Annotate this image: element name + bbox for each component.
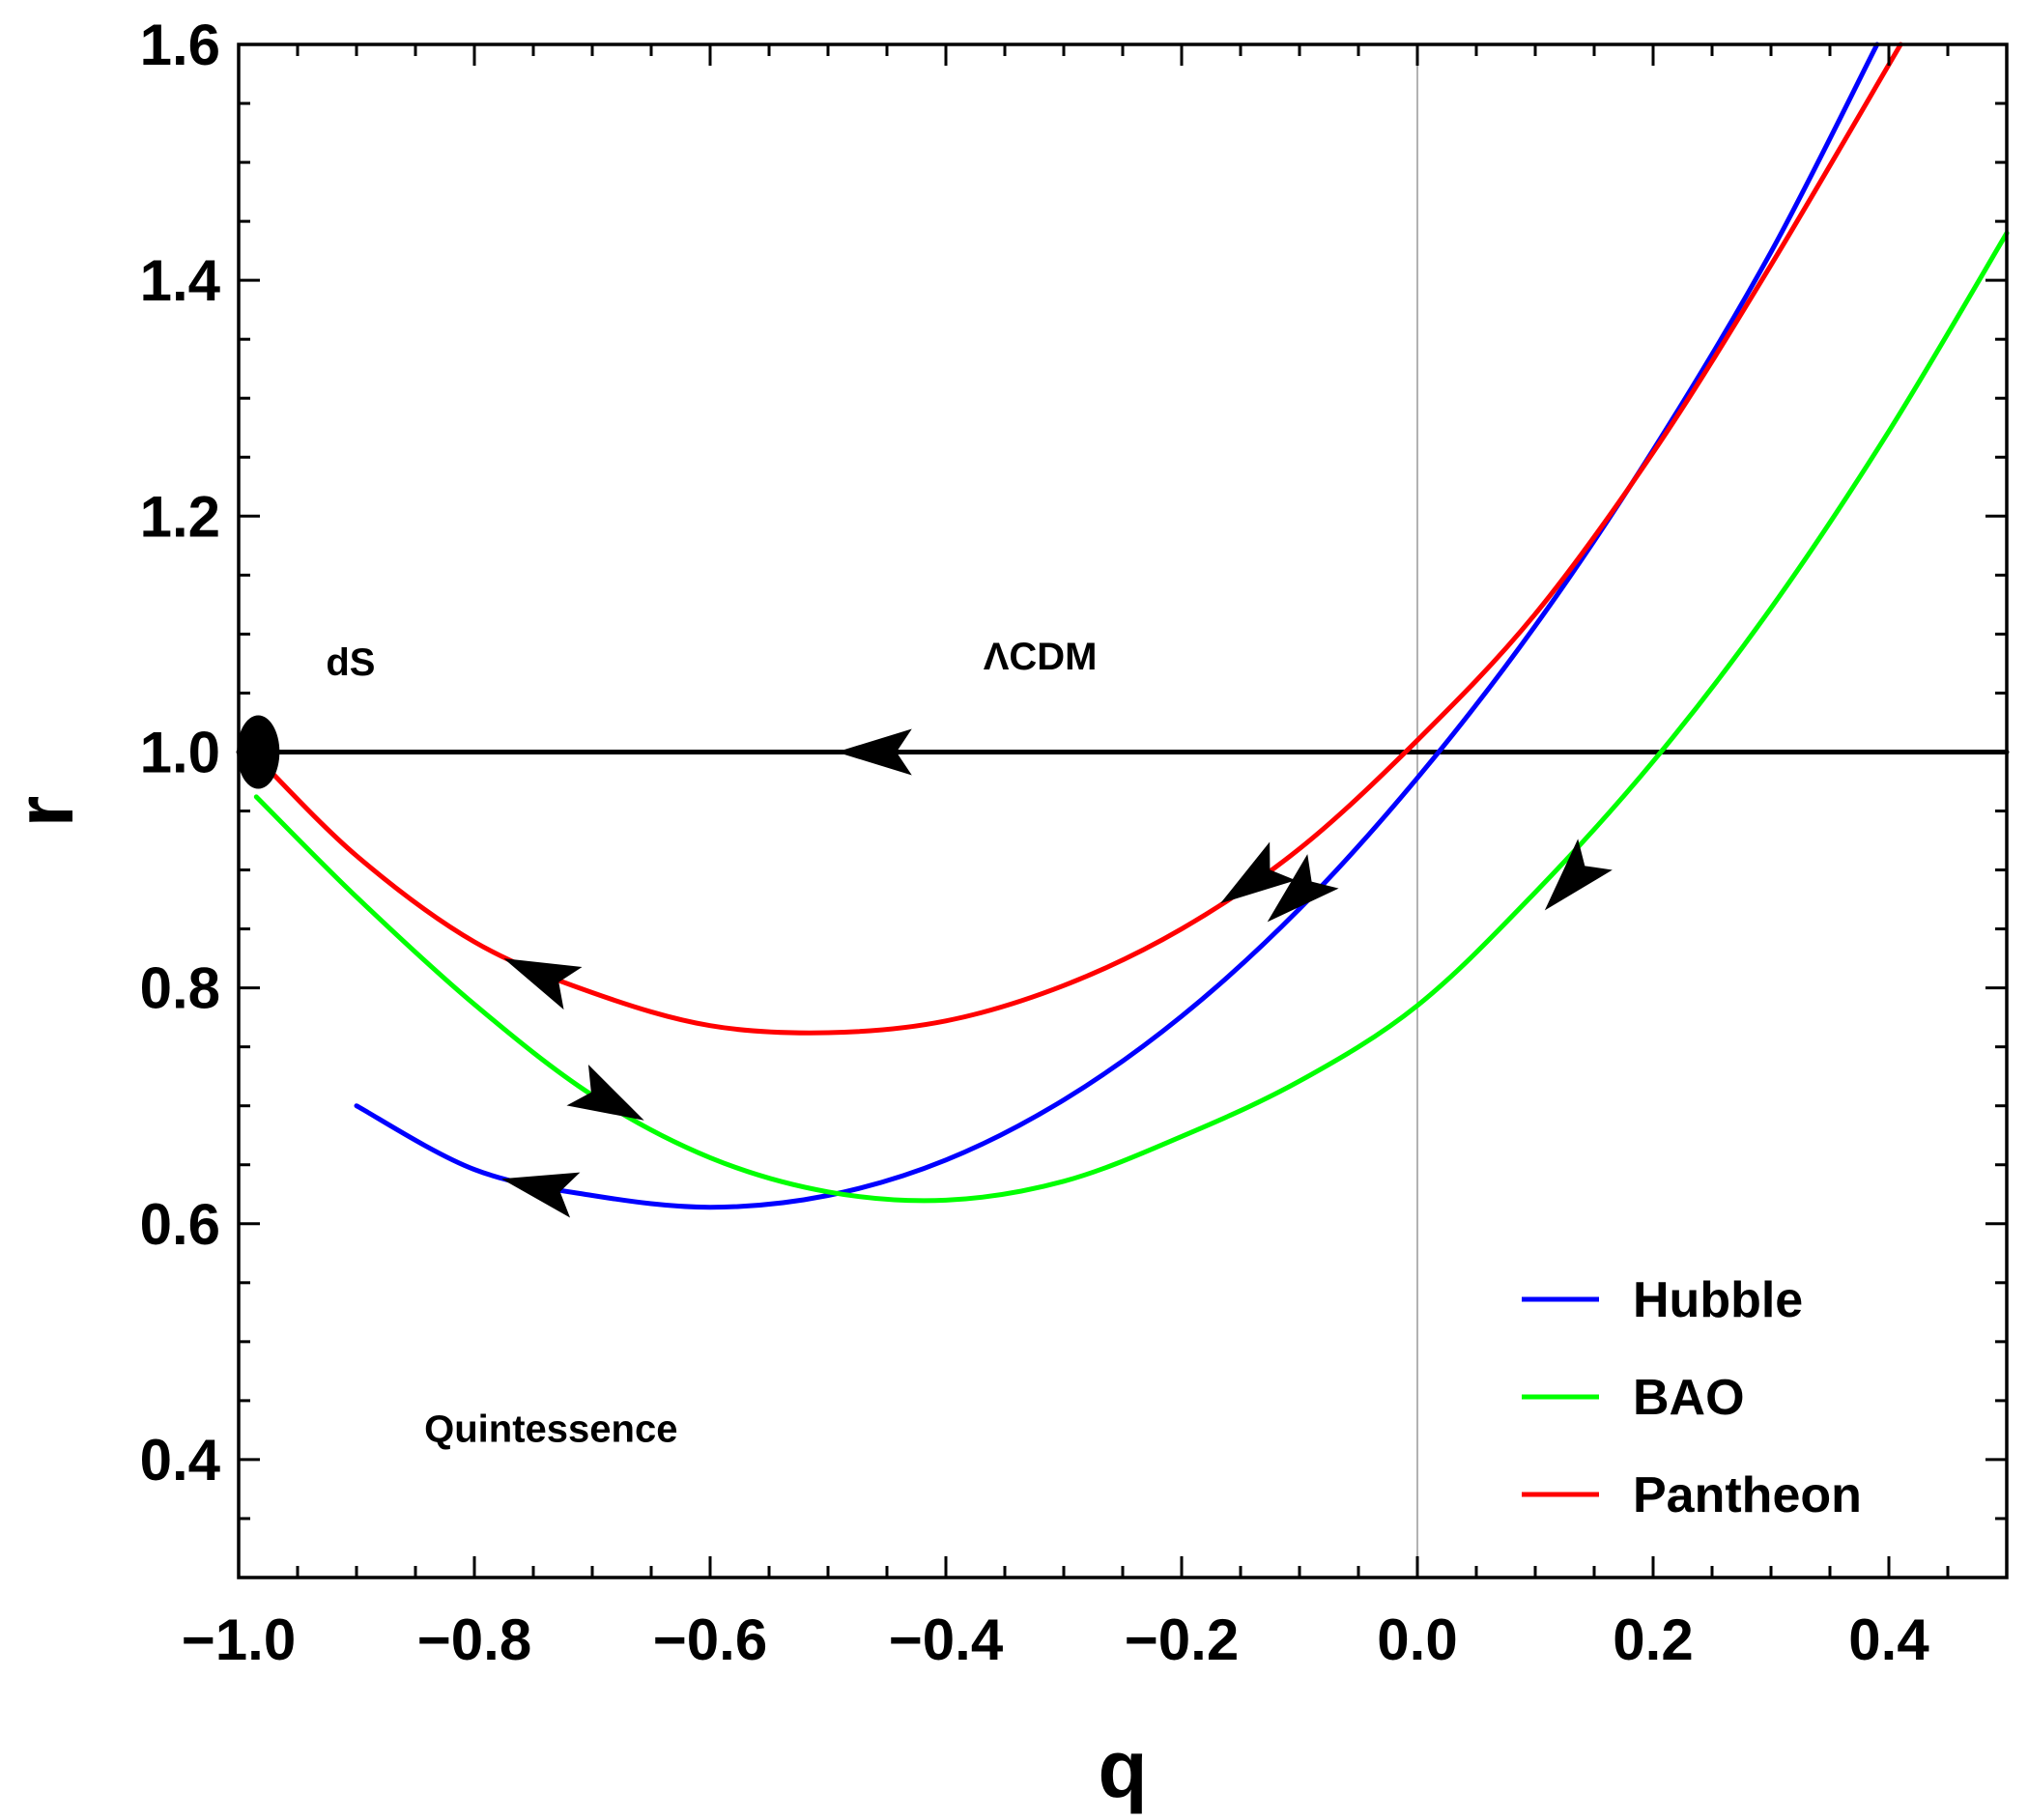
- y-tick-label: 1.4: [140, 248, 221, 313]
- arrow-cdm-1: [836, 728, 912, 776]
- x-tick-label: 0.0: [1377, 1607, 1457, 1672]
- y-tick-label: 0.4: [140, 1428, 221, 1493]
- legend-label-pantheon: Pantheon: [1633, 1467, 1862, 1523]
- arrow-hubble-1: [501, 1172, 581, 1218]
- x-axis-title: q: [1098, 1723, 1147, 1814]
- plot-frame: [237, 43, 2009, 1579]
- x-tick-label: −0.4: [889, 1607, 1004, 1672]
- annotation-quintessence: Quintessence: [424, 1408, 677, 1451]
- x-tick-labels: −1.0 −0.8 −0.6 −0.4 −0.2 0.0 0.2 0.4: [182, 1607, 1930, 1672]
- y-tick-labels: 0.4 0.6 0.8 1.0 1.2 1.4 1.6: [140, 13, 221, 1493]
- annotation-cdm: ΛCDM: [984, 636, 1098, 678]
- arrow-hubble-2: [1267, 854, 1339, 923]
- arrow-bao-2: [1544, 839, 1613, 911]
- y-axis-title: r: [0, 796, 90, 828]
- y-tick-label: 0.8: [140, 956, 220, 1021]
- x-tick-label: 0.2: [1613, 1607, 1693, 1672]
- y-tick-label: 1.6: [140, 13, 220, 77]
- y-tick-label: 1.2: [140, 484, 220, 549]
- arrow-bao-1: [566, 1065, 644, 1121]
- legend-label-hubble: Hubble: [1633, 1272, 1803, 1328]
- series-layer: [236, 42, 2010, 1210]
- y-tick-label: 0.6: [140, 1192, 220, 1257]
- annotations: dS ΛCDM Quintessence: [326, 636, 1097, 1451]
- legend-label-bao: BAO: [1633, 1370, 1745, 1426]
- x-tick-label: −0.2: [1125, 1607, 1239, 1672]
- annotation-ds: dS: [326, 641, 375, 684]
- direction-arrows: [501, 728, 1613, 1218]
- x-tick-label: −1.0: [182, 1607, 296, 1672]
- series-hubble-line: [354, 42, 1880, 1210]
- y-tick-label: 1.0: [140, 720, 220, 784]
- series-bao-line: [253, 230, 2010, 1204]
- x-tick-label: 0.4: [1848, 1607, 1929, 1672]
- legend: Hubble BAO Pantheon: [1522, 1272, 1862, 1523]
- x-tick-label: −0.8: [417, 1607, 531, 1672]
- series-pantheon-line: [253, 42, 1903, 1036]
- axis-ticks: [237, 43, 2009, 1579]
- x-tick-label: −0.6: [653, 1607, 767, 1672]
- arrow-pantheon-1: [503, 958, 583, 1010]
- arrow-pantheon-2: [1220, 841, 1297, 904]
